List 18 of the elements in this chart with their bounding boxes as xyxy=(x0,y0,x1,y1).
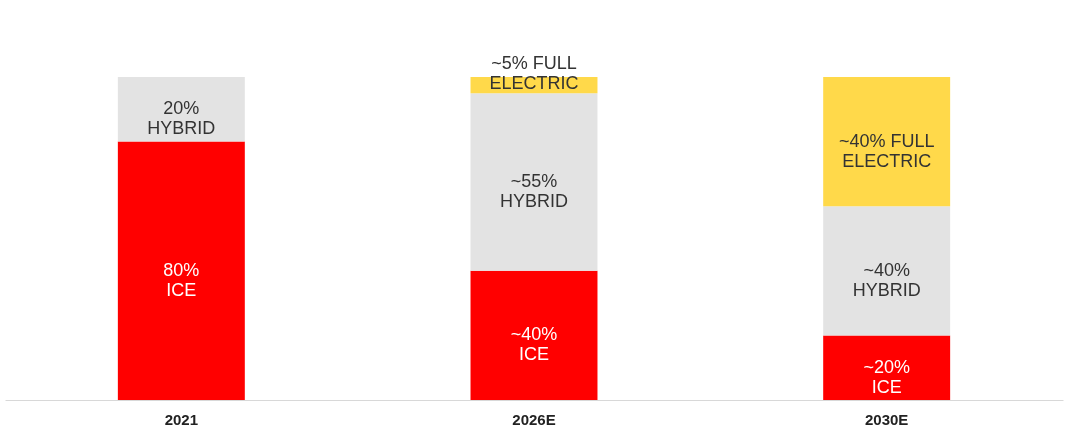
bar xyxy=(117,141,245,400)
data-label: ~40% ICE xyxy=(510,324,558,365)
x-tick-label: 2030E xyxy=(864,410,909,428)
bar xyxy=(823,335,951,400)
bar xyxy=(470,270,598,400)
bar xyxy=(823,206,951,336)
bar xyxy=(117,77,245,142)
data-label: 80% ICE xyxy=(163,259,200,300)
bar xyxy=(470,93,598,271)
x-tick-label: 2026E xyxy=(512,410,556,428)
data-label: ~40% HYBRID xyxy=(852,259,921,300)
data-label: ~20% ICE xyxy=(863,356,910,397)
data-label: ~5% FULL ELECTRIC xyxy=(489,53,579,93)
data-label: ~55% HYBRID xyxy=(499,170,569,211)
x-tick-label: 2021 xyxy=(164,410,199,428)
data-label: 20% HYBRID xyxy=(147,98,216,139)
bar xyxy=(823,77,951,207)
data-label: ~40% FULL ELECTRIC xyxy=(838,130,935,171)
